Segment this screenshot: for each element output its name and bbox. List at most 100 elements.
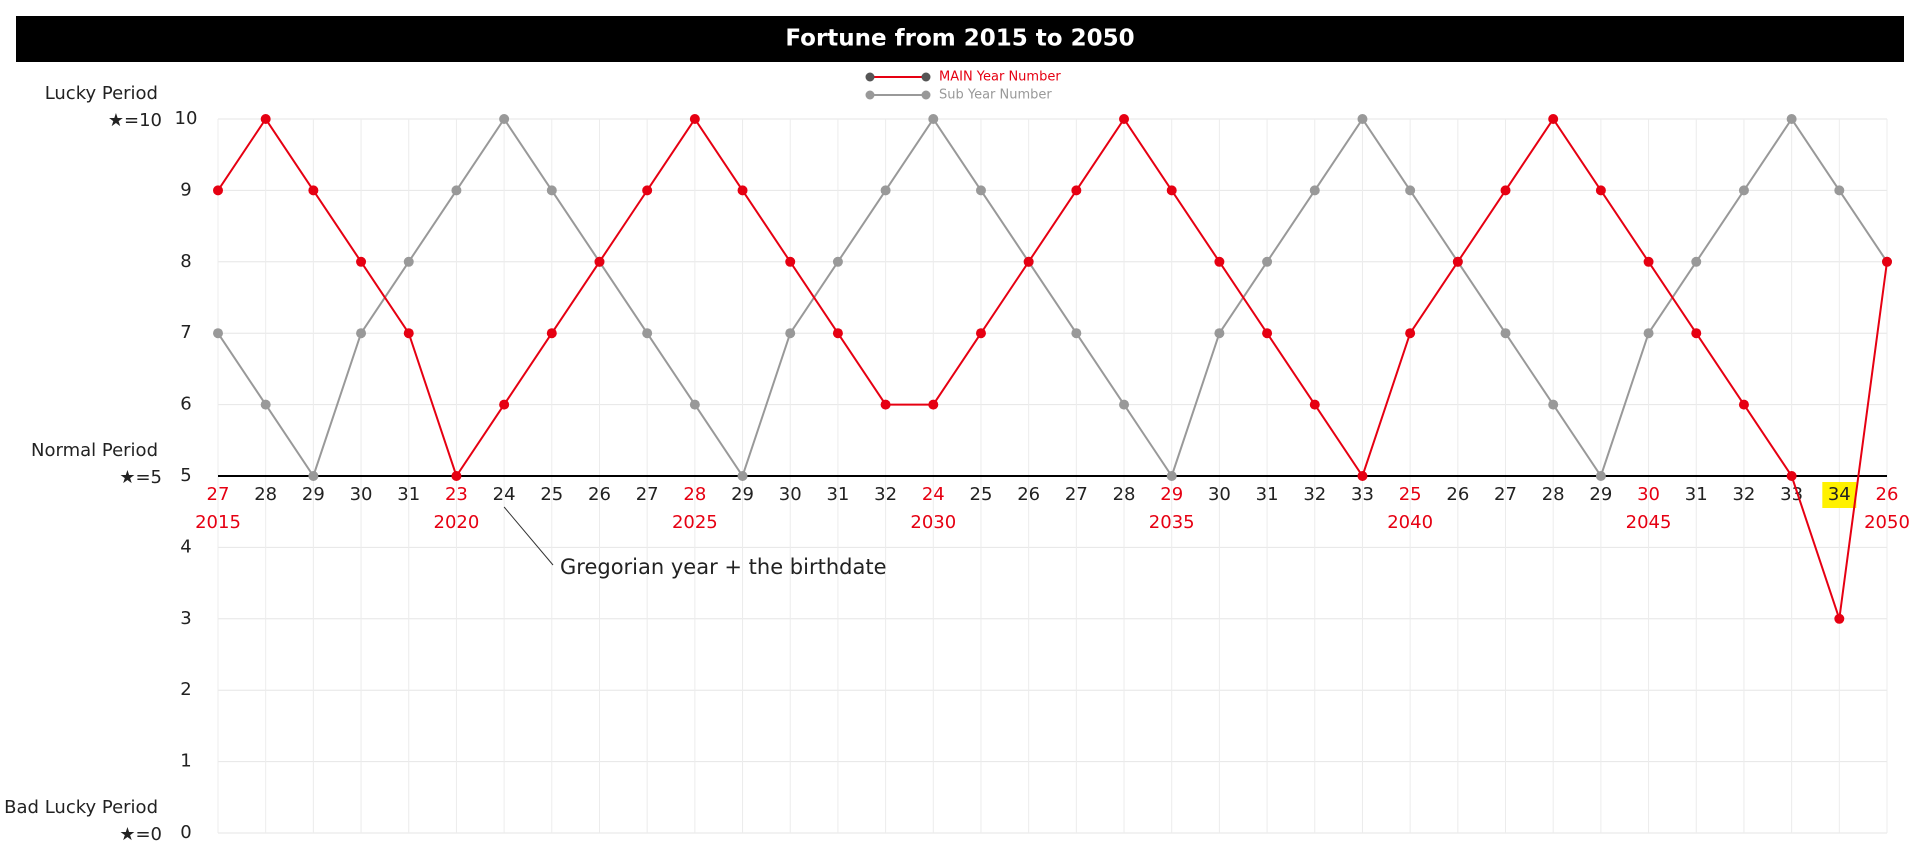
x-tick-label: 24 — [922, 484, 945, 505]
data-point — [451, 185, 462, 196]
data-point — [546, 185, 557, 196]
data-point — [785, 328, 796, 339]
period-label: Normal Period — [31, 440, 158, 461]
x-tick-label: 31 — [397, 484, 420, 505]
x-tick-label: 29 — [731, 484, 754, 505]
data-point — [1214, 328, 1225, 339]
data-point — [975, 185, 986, 196]
data-point — [642, 328, 653, 339]
year-label: 2025 — [672, 512, 718, 533]
x-tick-label: 27 — [1494, 484, 1517, 505]
annotation: Gregorian year + the birthdate — [560, 555, 887, 579]
legend-dot — [921, 72, 931, 82]
year-label: 2020 — [434, 512, 480, 533]
data-point — [1166, 471, 1177, 481]
data-point — [928, 114, 939, 124]
x-tick-label: 30 — [350, 484, 373, 505]
data-point — [785, 256, 796, 267]
year-label: 2035 — [1149, 512, 1195, 533]
y-tick-label: 10 — [175, 108, 198, 129]
year-label: 2015 — [195, 512, 241, 533]
x-tick-label: 25 — [1399, 484, 1422, 505]
x-tick-label: 27 — [1065, 484, 1088, 505]
data-point — [1262, 256, 1273, 267]
data-point — [1643, 328, 1654, 339]
x-tick-label: 34 — [1828, 484, 1851, 505]
data-point — [1214, 256, 1225, 267]
data-point — [1595, 185, 1606, 196]
data-point — [403, 256, 414, 267]
title-bar — [16, 16, 1904, 62]
y-tick-label: 2 — [180, 679, 191, 700]
data-point — [832, 328, 843, 339]
data-point — [546, 328, 557, 339]
x-tick-label: 28 — [254, 484, 277, 505]
y-tick-label: 8 — [180, 251, 191, 272]
data-point — [1786, 471, 1797, 481]
x-tick-label: 28 — [1113, 484, 1136, 505]
data-point — [1309, 399, 1320, 410]
data-point — [832, 256, 843, 267]
period-star: ★=10 — [108, 110, 162, 131]
data-point — [1023, 256, 1034, 267]
data-point — [356, 328, 367, 339]
year-label: 2030 — [910, 512, 956, 533]
data-point — [1595, 471, 1606, 481]
data-point — [1834, 613, 1845, 624]
data-point — [1309, 185, 1320, 196]
x-tick-label: 23 — [445, 484, 468, 505]
x-tick-label: 29 — [1160, 484, 1183, 505]
data-point — [260, 114, 271, 124]
data-point — [1357, 114, 1368, 124]
data-point — [1786, 114, 1797, 124]
data-point — [356, 256, 367, 267]
data-point — [1405, 185, 1416, 196]
x-tick-label: 28 — [1542, 484, 1565, 505]
data-point — [499, 114, 510, 124]
x-tick-label: 28 — [683, 484, 706, 505]
x-tick-label: 29 — [302, 484, 325, 505]
data-point — [737, 471, 748, 481]
x-tick-label: 30 — [1637, 484, 1660, 505]
year-label: 2045 — [1626, 512, 1672, 533]
data-point — [1738, 399, 1749, 410]
x-tick-label: 31 — [826, 484, 849, 505]
data-point — [499, 399, 510, 410]
data-point — [880, 185, 891, 196]
data-point — [975, 328, 986, 339]
year-label: 2050 — [1864, 512, 1910, 533]
x-tick-label: 31 — [1256, 484, 1279, 505]
data-point — [1119, 114, 1130, 124]
data-point — [1643, 256, 1654, 267]
data-point — [1405, 328, 1416, 339]
x-tick-label: 26 — [1017, 484, 1040, 505]
x-tick-label: 26 — [588, 484, 611, 505]
data-point — [213, 185, 223, 196]
period-label: Bad Lucky Period — [4, 797, 158, 818]
x-tick-label: 26 — [1876, 484, 1899, 505]
data-point — [737, 185, 748, 196]
y-tick-label: 4 — [180, 536, 191, 557]
data-point — [928, 399, 939, 410]
x-tick-label: 26 — [1446, 484, 1469, 505]
data-point — [1071, 185, 1082, 196]
legend-dot — [865, 72, 875, 82]
period-star: ★=0 — [119, 824, 162, 845]
data-point — [1357, 471, 1368, 481]
period-label: Lucky Period — [45, 83, 158, 104]
data-point — [880, 399, 891, 410]
y-tick-label: 7 — [180, 322, 191, 343]
data-point — [451, 471, 462, 481]
data-point — [1691, 256, 1702, 267]
data-point — [594, 256, 605, 267]
annotation-pointer — [503, 506, 554, 566]
data-point — [1738, 185, 1749, 196]
period-star: ★=5 — [119, 467, 162, 488]
data-point — [1691, 328, 1702, 339]
x-tick-label: 32 — [874, 484, 897, 505]
x-tick-label: 27 — [636, 484, 659, 505]
data-point — [213, 328, 223, 339]
highlight — [1822, 482, 1857, 508]
data-point — [1500, 185, 1511, 196]
